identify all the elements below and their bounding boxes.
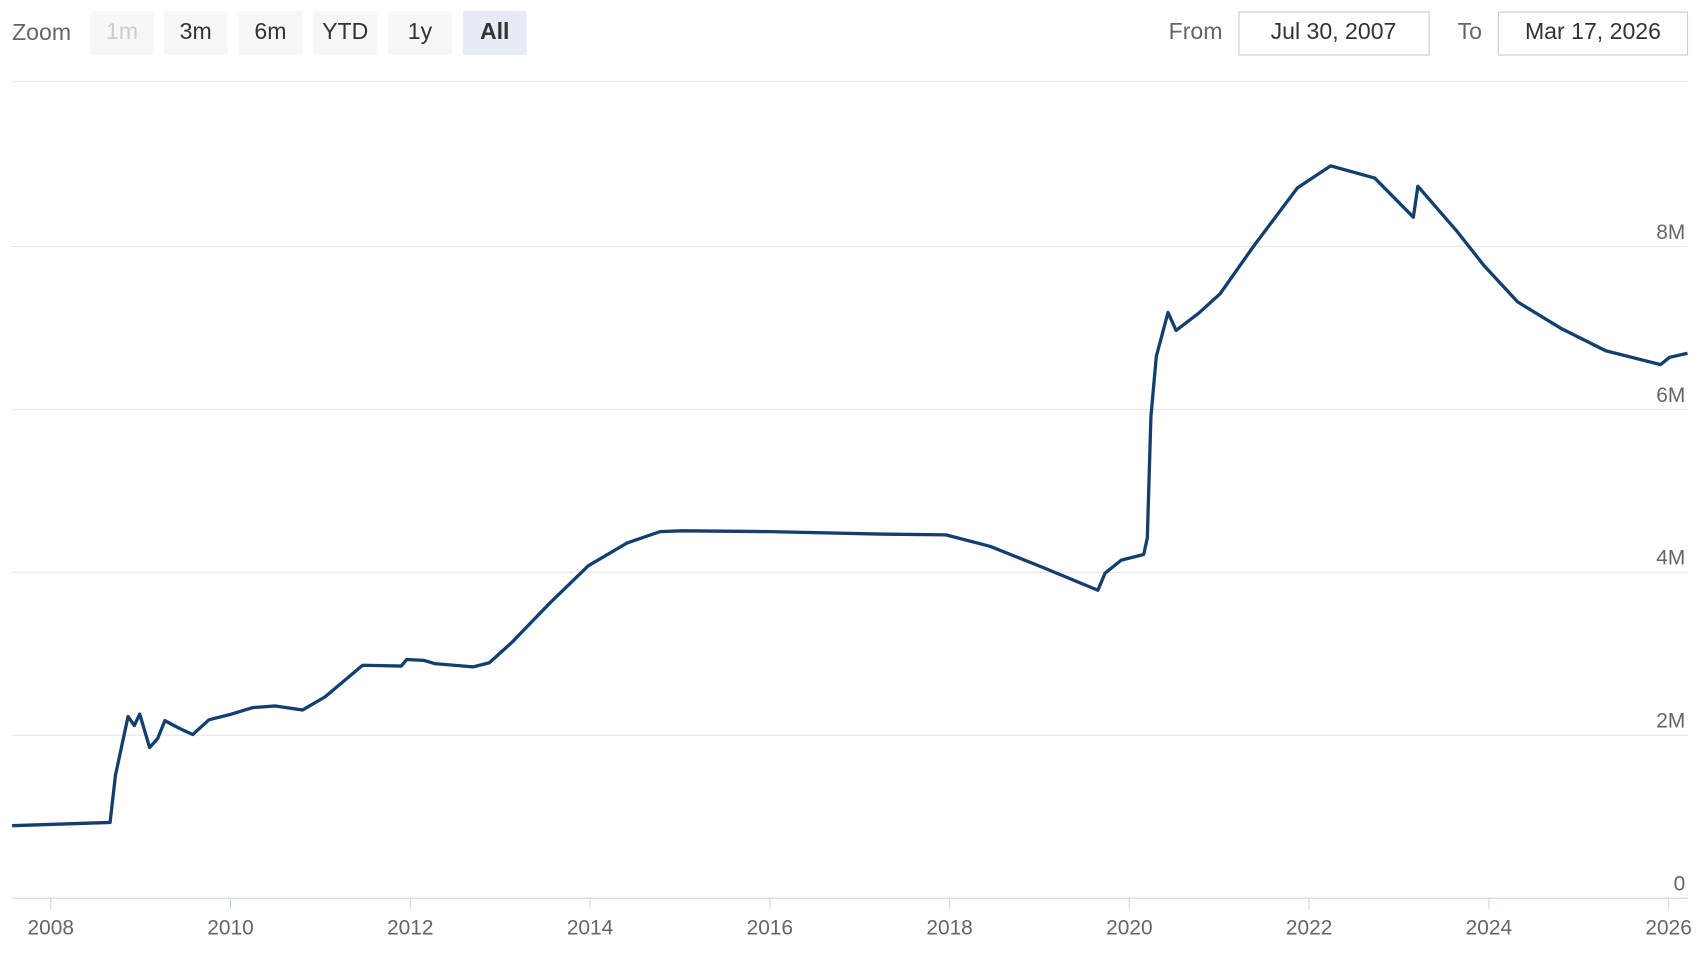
x-tick-label: 2024: [1466, 917, 1512, 940]
y-tick-label: 2M: [1656, 710, 1685, 733]
zoom-button-bg[interactable]: [462, 11, 527, 55]
series-line: [12, 164, 1688, 828]
x-tick-label: 2016: [747, 917, 793, 940]
x-tick-label: 2020: [1106, 917, 1152, 940]
y-tick-label: 4M: [1656, 547, 1685, 570]
x-tick-label: 2010: [207, 917, 253, 940]
zoom-button-label[interactable]: 6m: [254, 18, 286, 44]
zoom-button[interactable]: YTD: [313, 11, 378, 55]
zoom-button-bg[interactable]: [313, 11, 378, 55]
from-value[interactable]: Jul 30, 2007: [1271, 18, 1397, 44]
to-label: To: [1458, 18, 1482, 44]
zoom-button-label[interactable]: 1y: [408, 18, 433, 44]
from-input[interactable]: [1238, 11, 1430, 56]
range-selector: 1m 3m 6m YTD 1y All From Jul 30, 2007 To Mar 17, …: [90, 11, 1689, 56]
zoom-button-bg: [90, 11, 154, 55]
x-tick-label: 2026: [1645, 917, 1691, 940]
y-tick-label: 0: [1674, 873, 1686, 896]
zoom-button[interactable]: 1y: [388, 11, 452, 55]
x-tick-label: 2022: [1286, 917, 1332, 940]
to-value[interactable]: Mar 17, 2026: [1525, 18, 1661, 44]
zoom-button-label[interactable]: 3m: [180, 18, 212, 44]
x-tick-label: 2014: [567, 917, 613, 940]
plot-area: 0 2M 4M 6M 8M 2008 2010 2012 2014 2016 2018 2020 202…: [12, 164, 1692, 940]
zoom-button-bg[interactable]: [388, 11, 452, 55]
x-tick-label: 2012: [387, 917, 433, 940]
zoom-button[interactable]: 6m: [238, 11, 303, 55]
y-tick-label: 6M: [1656, 384, 1685, 407]
zoom-button: 1m: [90, 11, 154, 55]
x-tick-label: 2008: [28, 917, 74, 940]
zoom-button[interactable]: 3m: [163, 11, 228, 55]
zoom-button-label[interactable]: All: [480, 18, 510, 44]
zoom-button-bg[interactable]: [163, 11, 228, 55]
zoom-button[interactable]: All: [462, 11, 527, 55]
from-label: From: [1169, 18, 1223, 44]
zoom-button-bg[interactable]: [238, 11, 303, 55]
zoom-button-label: 1m: [106, 18, 138, 44]
zoom-label: Zoom: [12, 19, 71, 45]
to-input[interactable]: [1497, 11, 1689, 56]
zoom-button-label[interactable]: YTD: [322, 18, 368, 44]
x-tick-label: 2018: [926, 917, 972, 940]
y-tick-label: 8M: [1656, 221, 1685, 244]
